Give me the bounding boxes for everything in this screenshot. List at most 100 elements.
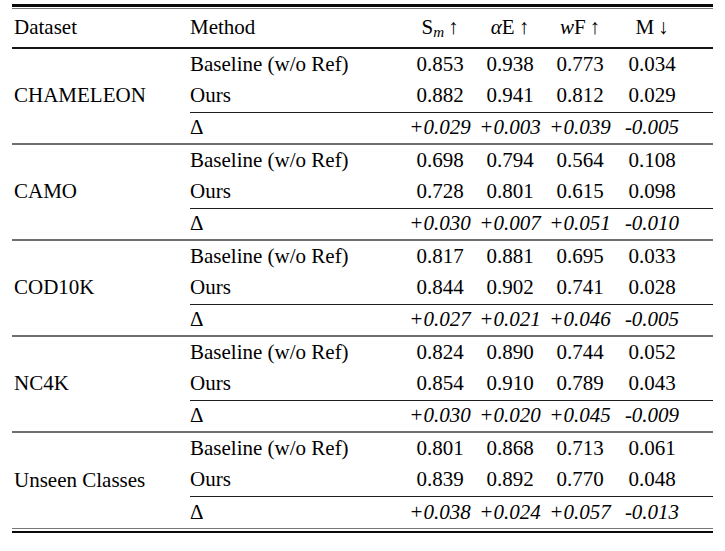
cell-method: Ours [190,176,405,208]
cell-value: 0.770 [545,464,615,496]
cell-value: 0.789 [545,368,615,400]
delta-symbol: Δ [190,304,405,336]
cell-delta-value: +0.051 [545,208,615,240]
cell-method: Ours [190,272,405,304]
cell-value: 0.892 [475,464,545,496]
delta-symbol: Δ [190,496,405,528]
table-row: NC4K Baseline (w/o Ref) 0.824 0.890 0.74… [12,336,713,368]
column-header-ae: αE↑ [475,9,545,48]
table-header: Dataset Method Sm↑ αE↑ wF↑ M↓ [12,9,713,48]
cell-delta-value: +0.039 [545,112,615,144]
cell-value: 0.048 [615,464,713,496]
top-rule-thick [12,4,713,7]
metric-prefix: α [491,15,502,39]
cell-value: 0.108 [615,144,713,176]
cell-dataset: CHAMELEON [12,48,190,144]
cell-value: 0.890 [475,336,545,368]
cell-delta-value: +0.046 [545,304,615,336]
cell-delta-value: -0.005 [615,304,713,336]
cell-method: Baseline (w/o Ref) [190,240,405,272]
metric-subscript: m [433,24,444,40]
cell-value: 0.034 [615,48,713,80]
cell-value: 0.910 [475,368,545,400]
cell-delta-value: -0.009 [615,400,713,432]
cell-value: 0.817 [405,240,475,272]
cell-delta-value: +0.020 [475,400,545,432]
cell-delta-value: -0.010 [615,208,713,240]
cell-delta-value: +0.057 [545,496,615,528]
metric-letter: F [574,15,586,39]
cell-value: 0.043 [615,368,713,400]
dataset-group-camo: CAMO Baseline (w/o Ref) 0.698 0.794 0.56… [12,144,713,240]
cell-value: 0.824 [405,336,475,368]
header-row: Dataset Method Sm↑ αE↑ wF↑ M↓ [12,9,713,48]
cell-value: 0.882 [405,80,475,112]
cell-value: 0.853 [405,48,475,80]
cell-method: Baseline (w/o Ref) [190,336,405,368]
column-header-m: M↓ [615,9,713,48]
column-header-dataset: Dataset [12,9,190,48]
cell-value: 0.812 [545,80,615,112]
delta-symbol: Δ [190,112,405,144]
cell-value: 0.902 [475,272,545,304]
cell-method: Baseline (w/o Ref) [190,48,405,80]
up-arrow-icon: ↑ [586,15,601,39]
column-header-sm: Sm↑ [405,9,475,48]
cell-value: 0.052 [615,336,713,368]
metric-letter: E [502,15,515,39]
cell-value: 0.839 [405,464,475,496]
cell-value: 0.098 [615,176,713,208]
bottom-rule-thin [12,528,713,529]
cell-value: 0.028 [615,272,713,304]
table-row: COD10K Baseline (w/o Ref) 0.817 0.881 0.… [12,240,713,272]
cell-delta-value: +0.029 [405,112,475,144]
cell-delta-value: +0.021 [475,304,545,336]
cell-value: 0.844 [405,272,475,304]
cell-delta-value: +0.030 [405,400,475,432]
cell-value: 0.741 [545,272,615,304]
cell-delta-value: -0.013 [615,496,713,528]
cell-delta-value: +0.045 [545,400,615,432]
dataset-group-cod10k: COD10K Baseline (w/o Ref) 0.817 0.881 0.… [12,240,713,336]
down-arrow-icon: ↓ [654,15,669,39]
cell-value: 0.061 [615,432,713,464]
table-row: Unseen Classes Baseline (w/o Ref) 0.801 … [12,432,713,464]
metric-prefix: w [560,15,574,39]
results-table: Dataset Method Sm↑ αE↑ wF↑ M↓ CHAMELEON … [12,9,713,528]
delta-symbol: Δ [190,400,405,432]
cell-delta-value: +0.003 [475,112,545,144]
cell-dataset: NC4K [12,336,190,432]
cell-value: 0.033 [615,240,713,272]
cell-dataset: COD10K [12,240,190,336]
cell-value: 0.938 [475,48,545,80]
cell-value: 0.029 [615,80,713,112]
cell-value: 0.564 [545,144,615,176]
cell-method: Baseline (w/o Ref) [190,432,405,464]
cell-value: 0.615 [545,176,615,208]
cell-dataset: Unseen Classes [12,432,190,528]
cell-method: Baseline (w/o Ref) [190,144,405,176]
table-row: CAMO Baseline (w/o Ref) 0.698 0.794 0.56… [12,144,713,176]
column-header-method: Method [190,9,405,48]
bottom-rule-thick [12,531,713,534]
cell-value: 0.941 [475,80,545,112]
dataset-group-unseen-classes: Unseen Classes Baseline (w/o Ref) 0.801 … [12,432,713,528]
column-header-wf: wF↑ [545,9,615,48]
table-row: CHAMELEON Baseline (w/o Ref) 0.853 0.938… [12,48,713,80]
cell-method: Ours [190,464,405,496]
up-arrow-icon: ↑ [515,15,530,39]
cell-dataset: CAMO [12,144,190,240]
cell-delta-value: +0.038 [405,496,475,528]
cell-method: Ours [190,80,405,112]
cell-value: 0.868 [475,432,545,464]
cell-value: 0.695 [545,240,615,272]
cell-delta-value: -0.005 [615,112,713,144]
cell-value: 0.773 [545,48,615,80]
cell-value: 0.713 [545,432,615,464]
cell-method: Ours [190,368,405,400]
dataset-group-nc4k: NC4K Baseline (w/o Ref) 0.824 0.890 0.74… [12,336,713,432]
cell-value: 0.794 [475,144,545,176]
up-arrow-icon: ↑ [444,15,459,39]
cell-value: 0.854 [405,368,475,400]
metric-letter: M [635,15,654,39]
